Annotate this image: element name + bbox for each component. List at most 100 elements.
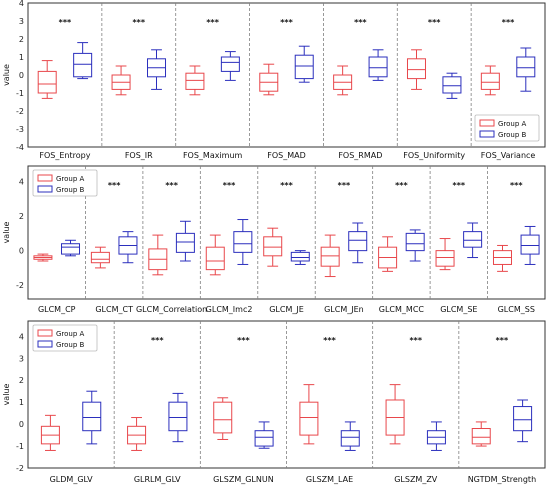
box-iqr	[185, 72, 205, 90]
box-group-b	[147, 49, 167, 90]
box-group-a	[259, 63, 279, 96]
box-iqr	[205, 246, 225, 271]
legend-frame	[32, 324, 98, 352]
y-tick-label: 2	[19, 35, 24, 44]
significance-marker: ***	[151, 336, 164, 345]
box-iqr	[463, 231, 483, 248]
box-iqr	[61, 243, 81, 255]
x-category-label: GLCM_CT	[95, 305, 133, 314]
legend-swatch	[37, 174, 53, 182]
significance-marker: ***	[280, 181, 293, 190]
box-group-a	[127, 417, 147, 451]
box-group-b	[233, 219, 253, 265]
box-group-a	[148, 234, 168, 276]
x-category-label: GLCM_SS	[498, 305, 535, 314]
legend-swatch	[37, 340, 53, 348]
box-iqr	[254, 430, 274, 447]
box-iqr	[442, 76, 462, 94]
x-category-label: GLSZM_ZV	[394, 475, 438, 484]
box-group-a	[40, 414, 60, 451]
box-group-a	[185, 65, 205, 96]
x-category-label: FOS_Variance	[481, 151, 536, 160]
y-tick-label: 0	[19, 247, 24, 256]
box-iqr	[168, 401, 188, 432]
box-iqr	[294, 54, 314, 80]
y-axis-label: value	[2, 64, 11, 86]
y-tick-label: -2	[16, 107, 24, 116]
x-category-label: GLCM_SE	[440, 305, 477, 314]
legend-label: Group B	[56, 341, 85, 349]
y-tick-label: -1	[16, 442, 24, 451]
legend-label: Group B	[498, 131, 527, 139]
box-iqr	[340, 430, 360, 447]
y-tick-label: -2	[16, 464, 24, 473]
significance-marker: ***	[354, 18, 367, 27]
box-group-b	[290, 250, 310, 265]
box-group-b	[82, 390, 102, 445]
y-tick-label: 2	[19, 212, 24, 221]
box-group-b	[368, 49, 388, 81]
box-iqr	[82, 401, 102, 432]
box-iqr	[471, 428, 491, 445]
significance-marker: ***	[108, 181, 121, 190]
significance-marker: ***	[59, 18, 72, 27]
significance-marker: ***	[323, 336, 336, 345]
legend: Group A Group B	[474, 114, 540, 142]
box-iqr	[513, 406, 533, 432]
x-category-label: GLSZM_LAE	[306, 475, 353, 484]
x-category-label: FOS_RMAD	[338, 151, 382, 160]
legend-swatch	[479, 130, 495, 138]
x-category-label: GLCM_MCC	[379, 305, 425, 314]
x-category-label: FOS_Maximum	[183, 151, 243, 160]
y-axis-label: value	[2, 384, 11, 406]
x-category-label: GLDM_GLV	[50, 475, 93, 484]
box-group-b	[520, 225, 540, 265]
box-group-b	[340, 421, 360, 451]
plot-frame	[27, 165, 546, 300]
y-tick-label: -3	[16, 125, 24, 134]
box-group-a	[406, 49, 426, 90]
x-category-label: GLCM_JE	[269, 305, 304, 314]
box-iqr	[320, 246, 340, 267]
significance-marker: ***	[206, 18, 219, 27]
x-category-label: FOS_MAD	[267, 151, 306, 160]
box-group-a	[37, 60, 57, 99]
significance-marker: ***	[223, 181, 236, 190]
legend-swatch	[479, 119, 495, 127]
plot-frame	[27, 2, 546, 148]
box-group-b	[442, 72, 462, 99]
box-group-a	[299, 384, 319, 445]
box-iqr	[406, 58, 426, 80]
y-tick-label: 0	[19, 71, 24, 80]
box-group-b	[254, 421, 274, 449]
box-iqr	[299, 401, 319, 436]
box-group-a	[435, 238, 455, 271]
significance-marker: ***	[338, 181, 351, 190]
significance-marker: ***	[428, 18, 441, 27]
box-group-b	[294, 45, 314, 83]
box-iqr	[175, 232, 195, 253]
box-group-a	[320, 234, 340, 278]
significance-marker: ***	[453, 181, 466, 190]
box-group-a	[205, 234, 225, 276]
significance-marker: ***	[409, 336, 422, 345]
box-group-b	[348, 222, 368, 264]
y-tick-label: -2	[16, 281, 24, 290]
box-group-b	[118, 231, 138, 264]
legend-frame	[32, 169, 98, 197]
x-category-label: GLCM_Correlation	[136, 305, 207, 314]
y-tick-label: 3	[19, 354, 24, 363]
y-tick-label: 1	[19, 398, 24, 407]
x-category-label: GLCM_JEn	[324, 305, 364, 314]
legend-swatch	[37, 185, 53, 193]
box-group-b	[405, 229, 425, 262]
x-category-label: GLCM_Imc2	[206, 305, 253, 314]
box-iqr	[368, 56, 388, 78]
box-iqr	[90, 251, 110, 264]
box-group-b	[61, 239, 81, 257]
x-category-label: FOS_IR	[125, 151, 153, 160]
box-group-a	[378, 236, 398, 272]
box-group-a	[33, 253, 53, 262]
y-tick-label: 1	[19, 53, 24, 62]
